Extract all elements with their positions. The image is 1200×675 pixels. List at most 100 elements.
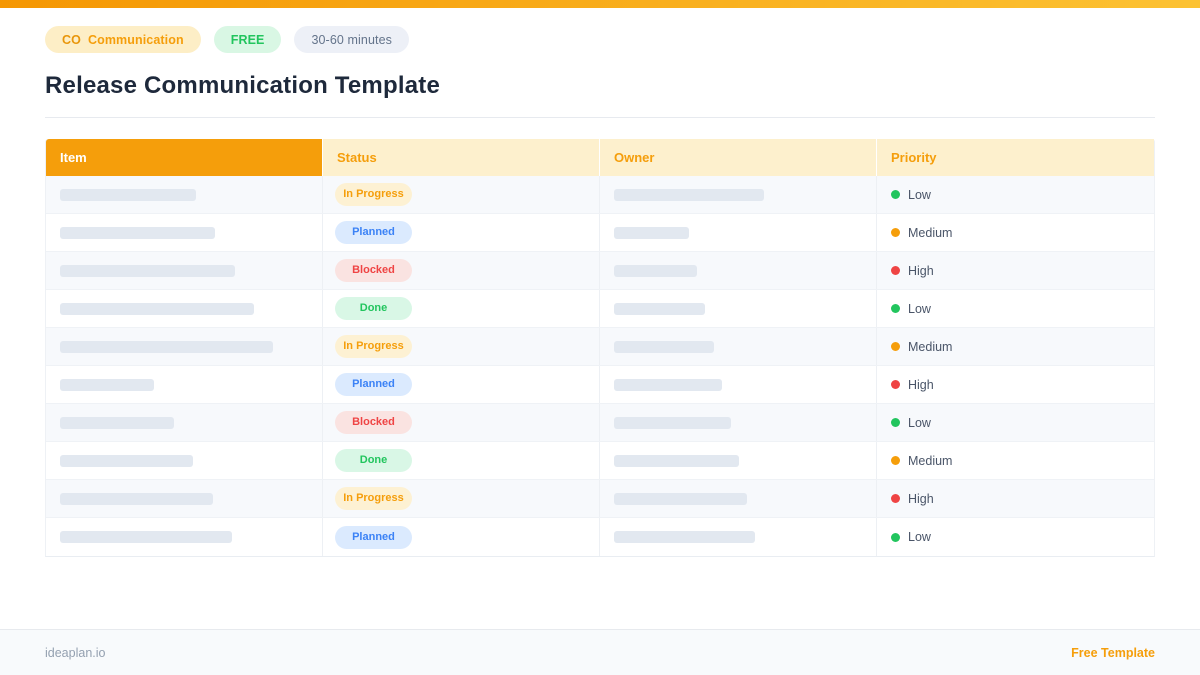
status-pill: Done: [335, 297, 412, 320]
priority-cell: High: [877, 366, 1154, 403]
item-cell: [46, 442, 323, 479]
status-pill: Planned: [335, 525, 412, 549]
footer-brand-link[interactable]: ideaplan.io: [45, 645, 106, 660]
owner-placeholder-bar: [614, 416, 731, 429]
owner-placeholder-bar: [614, 340, 714, 353]
priority-label: Low: [908, 301, 931, 316]
priority-cell: Low: [877, 518, 1154, 556]
owner-cell: [600, 366, 877, 403]
owner-placeholder-bar: [614, 531, 755, 543]
table-row: Blocked High: [46, 252, 1154, 290]
table-row: Planned High: [46, 366, 1154, 404]
table-header-row: Item Status Owner Priority: [46, 139, 1154, 176]
badge-30-60-minutes: 30-60 minutes: [294, 26, 409, 53]
item-cell: [46, 404, 323, 441]
status-cell: Planned: [323, 214, 600, 251]
status-pill: Blocked: [335, 411, 412, 434]
status-pill: Blocked: [335, 259, 412, 282]
table-row: In Progress Low: [46, 176, 1154, 214]
badge-label: 30-60 minutes: [311, 32, 392, 47]
priority-dot: [891, 380, 900, 389]
priority-dot: [891, 228, 900, 237]
priority-cell: Low: [877, 290, 1154, 327]
priority-dot: [891, 266, 900, 275]
footer-free-template-label: Free Template: [1071, 645, 1155, 660]
status-cell: Done: [323, 442, 600, 479]
owner-cell: [600, 214, 877, 251]
release-table: Item Status Owner Priority In Progress Lo…: [45, 139, 1155, 557]
item-cell: [46, 290, 323, 327]
table-row: Done Low: [46, 290, 1154, 328]
badge-communication: CO Communication: [45, 26, 201, 53]
priority-cell: Low: [877, 176, 1154, 213]
column-header-owner: Owner: [600, 139, 877, 176]
priority-label: High: [908, 377, 934, 392]
page-title: Release Communication Template: [45, 72, 440, 99]
item-placeholder-bar: [60, 302, 254, 315]
item-placeholder-bar: [60, 226, 215, 239]
table-row: In Progress Medium: [46, 328, 1154, 366]
status-cell: Planned: [323, 518, 600, 556]
priority-cell: Medium: [877, 442, 1154, 479]
status-cell: Blocked: [323, 252, 600, 289]
owner-cell: [600, 328, 877, 365]
status-pill: Planned: [335, 221, 412, 244]
item-placeholder-bar: [60, 188, 196, 201]
priority-dot: [891, 494, 900, 503]
table-row: Planned Medium: [46, 214, 1154, 252]
priority-dot: [891, 304, 900, 313]
priority-label: Low: [908, 187, 931, 202]
priority-label: Medium: [908, 225, 953, 240]
priority-dot: [891, 456, 900, 465]
owner-placeholder-bar: [614, 226, 689, 239]
item-cell: [46, 518, 323, 556]
item-cell: [46, 214, 323, 251]
item-cell: [46, 176, 323, 213]
badge-prefix: CO: [62, 32, 81, 47]
priority-label: Medium: [908, 453, 953, 468]
column-header-priority: Priority: [877, 139, 1154, 176]
status-cell: In Progress: [323, 328, 600, 365]
badge-label: FREE: [230, 32, 265, 47]
owner-placeholder-bar: [614, 378, 722, 391]
priority-cell: High: [877, 252, 1154, 289]
badge-row: CO Communication FREE 30-60 minutes: [45, 26, 1155, 53]
owner-placeholder-bar: [614, 188, 764, 201]
item-placeholder-bar: [60, 264, 235, 277]
owner-cell: [600, 442, 877, 479]
priority-label: Medium: [908, 339, 953, 354]
owner-cell: [600, 404, 877, 441]
item-cell: [46, 328, 323, 365]
status-pill: In Progress: [335, 183, 412, 206]
priority-cell: Medium: [877, 214, 1154, 251]
item-placeholder-bar: [60, 454, 193, 467]
priority-dot: [891, 342, 900, 351]
status-cell: Planned: [323, 366, 600, 403]
owner-cell: [600, 252, 877, 289]
table-row: Blocked Low: [46, 404, 1154, 442]
item-placeholder-bar: [60, 492, 213, 505]
owner-placeholder-bar: [614, 264, 697, 277]
owner-cell: [600, 290, 877, 327]
priority-label: High: [908, 491, 934, 506]
status-cell: Blocked: [323, 404, 600, 441]
column-header-status: Status: [323, 139, 600, 176]
top-accent-bar: [0, 0, 1200, 8]
status-cell: In Progress: [323, 176, 600, 213]
table-row: In Progress High: [46, 480, 1154, 518]
priority-label: High: [908, 263, 934, 278]
priority-cell: High: [877, 480, 1154, 517]
owner-placeholder-bar: [614, 454, 739, 467]
badge-free: FREE: [213, 26, 282, 53]
priority-cell: Medium: [877, 328, 1154, 365]
item-cell: [46, 252, 323, 289]
priority-dot: [891, 418, 900, 427]
priority-label: Low: [908, 415, 931, 430]
badge-label: Communication: [87, 32, 184, 47]
status-pill: Planned: [335, 373, 412, 396]
priority-label: Low: [908, 530, 931, 544]
column-header-item: Item: [46, 139, 323, 176]
status-cell: In Progress: [323, 480, 600, 517]
status-cell: Done: [323, 290, 600, 327]
